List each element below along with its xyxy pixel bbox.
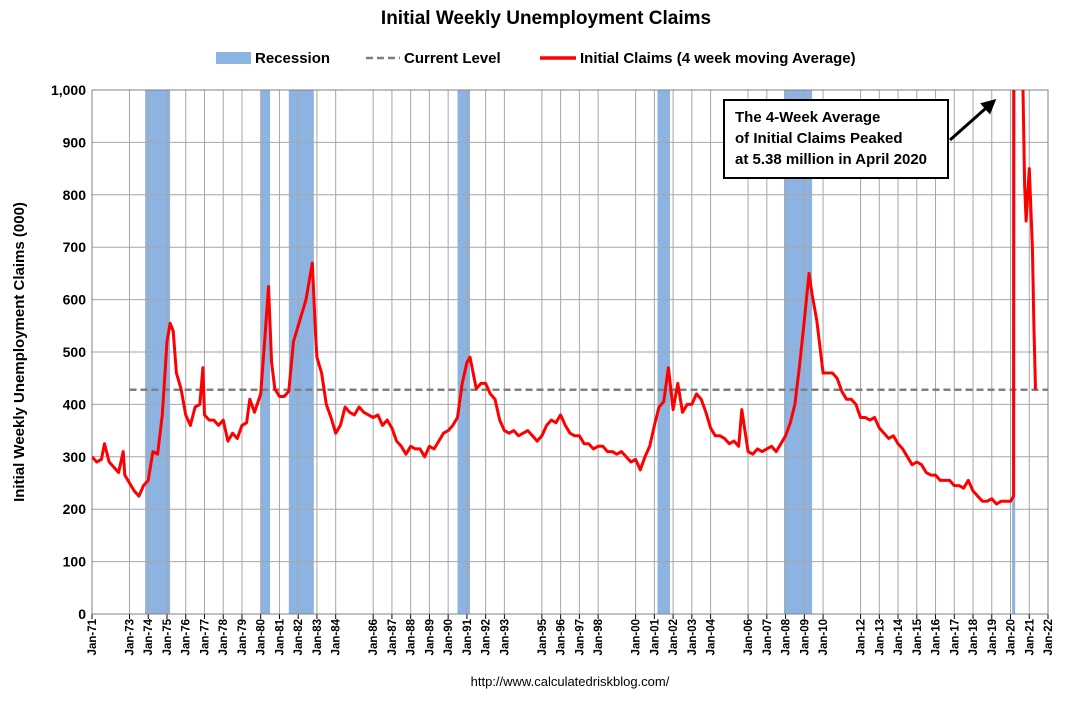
x-tick-label: Jan-88 bbox=[406, 618, 418, 655]
x-tick-label: Jan-21 bbox=[1024, 618, 1036, 655]
y-tick-label: 400 bbox=[63, 396, 87, 412]
x-tick-label: Jan-97 bbox=[574, 619, 586, 655]
x-tick-label: Jan-71 bbox=[87, 618, 99, 655]
y-tick-label: 500 bbox=[63, 344, 87, 360]
x-tick-label: Jan-84 bbox=[331, 618, 343, 655]
x-tick-label: Jan-74 bbox=[143, 618, 155, 655]
annotation-text: of Initial Claims Peaked bbox=[735, 130, 903, 147]
x-tick-label: Jan-87 bbox=[387, 619, 399, 655]
x-tick-label: Jan-07 bbox=[762, 619, 774, 655]
annotation: The 4-Week Average of Initial Claims Peak… bbox=[723, 99, 997, 179]
x-tick-label: Jan-76 bbox=[181, 619, 193, 655]
x-tick-label: Jan-08 bbox=[781, 618, 793, 655]
x-tick-label: Jan-20 bbox=[1006, 619, 1018, 655]
x-tick-label: Jan-89 bbox=[424, 619, 436, 655]
x-tick-label: Jan-80 bbox=[256, 619, 268, 655]
x-tick-label: Jan-82 bbox=[293, 619, 305, 655]
annotation-box bbox=[723, 99, 949, 179]
x-tick-label: Jan-12 bbox=[856, 619, 868, 655]
y-tick-label: 600 bbox=[63, 292, 87, 308]
y-tick-label: 800 bbox=[63, 187, 87, 203]
x-tick-label: Jan-18 bbox=[968, 618, 980, 655]
x-tick-label: Jan-10 bbox=[818, 619, 830, 655]
x-tick-label: Jan-02 bbox=[668, 619, 680, 655]
x-tick-label: Jan-90 bbox=[443, 619, 455, 655]
x-tick-label: Jan-93 bbox=[499, 619, 511, 655]
x-tick-label: Jan-22 bbox=[1043, 619, 1055, 655]
x-tick-label: Jan-79 bbox=[237, 619, 249, 655]
x-tick-label: Jan-81 bbox=[274, 618, 286, 655]
legend-label: Current Level bbox=[404, 50, 501, 67]
legend-swatch bbox=[216, 52, 251, 64]
claims-line bbox=[92, 90, 1037, 506]
legend-label: Recession bbox=[255, 50, 330, 67]
legend: Recession Current Level Initial Claims (4 … bbox=[216, 50, 856, 67]
chart-title: Initial Weekly Unemployment Claims bbox=[381, 8, 711, 29]
x-tick-label: Jan-77 bbox=[199, 619, 211, 655]
x-tick-label: Jan-83 bbox=[312, 619, 324, 655]
y-tick-label: 300 bbox=[63, 449, 87, 465]
x-tick-label: Jan-91 bbox=[462, 618, 474, 655]
y-tick-label: 100 bbox=[63, 554, 87, 570]
x-tick-label: Jan-13 bbox=[874, 619, 886, 655]
plot-border bbox=[91, 89, 1049, 615]
x-tick-label: Jan-98 bbox=[593, 618, 605, 655]
x-tick-label: Jan-15 bbox=[912, 618, 924, 655]
y-tick-label: 700 bbox=[63, 239, 87, 255]
annotation-text: The 4-Week Average bbox=[735, 109, 880, 126]
y-tick-label: 1,000 bbox=[51, 82, 86, 98]
y-tick-label: 900 bbox=[63, 134, 87, 150]
x-tick-label: Jan-01 bbox=[649, 618, 661, 655]
x-tick-label: Jan-95 bbox=[537, 618, 549, 655]
annotation-arrow bbox=[949, 99, 997, 142]
y-tick-label: 200 bbox=[63, 501, 87, 517]
x-tick-label: Jan-06 bbox=[743, 619, 755, 655]
x-tick-label: Jan-16 bbox=[931, 619, 943, 655]
x-tick-label: Jan-96 bbox=[556, 619, 568, 655]
x-tick-label: Jan-92 bbox=[481, 619, 493, 655]
x-tick-label: Jan-00 bbox=[631, 619, 643, 655]
x-tick-label: Jan-86 bbox=[368, 619, 380, 655]
x-tick-label: Jan-09 bbox=[799, 619, 811, 655]
x-tick-label: Jan-78 bbox=[218, 618, 230, 655]
y-tick-label: 0 bbox=[78, 606, 86, 622]
x-tick-label: Jan-19 bbox=[987, 619, 999, 655]
x-tick-label: Jan-14 bbox=[893, 618, 905, 655]
annotation-text: at 5.38 million in April 2020 bbox=[735, 151, 927, 168]
x-tick-label: Jan-75 bbox=[162, 618, 174, 655]
x-tick-label: Jan-04 bbox=[706, 618, 718, 655]
legend-label: Initial Claims (4 week moving Average) bbox=[580, 50, 856, 67]
x-tick-label: Jan-03 bbox=[687, 619, 699, 655]
x-tick-label: Jan-17 bbox=[949, 619, 961, 655]
source: http://www.calculatedriskblog.com/ bbox=[471, 674, 670, 689]
x-tick-label: Jan-73 bbox=[124, 619, 136, 655]
y-axis-title: Initial Weekly Unemployment Claims (000) bbox=[11, 202, 28, 502]
